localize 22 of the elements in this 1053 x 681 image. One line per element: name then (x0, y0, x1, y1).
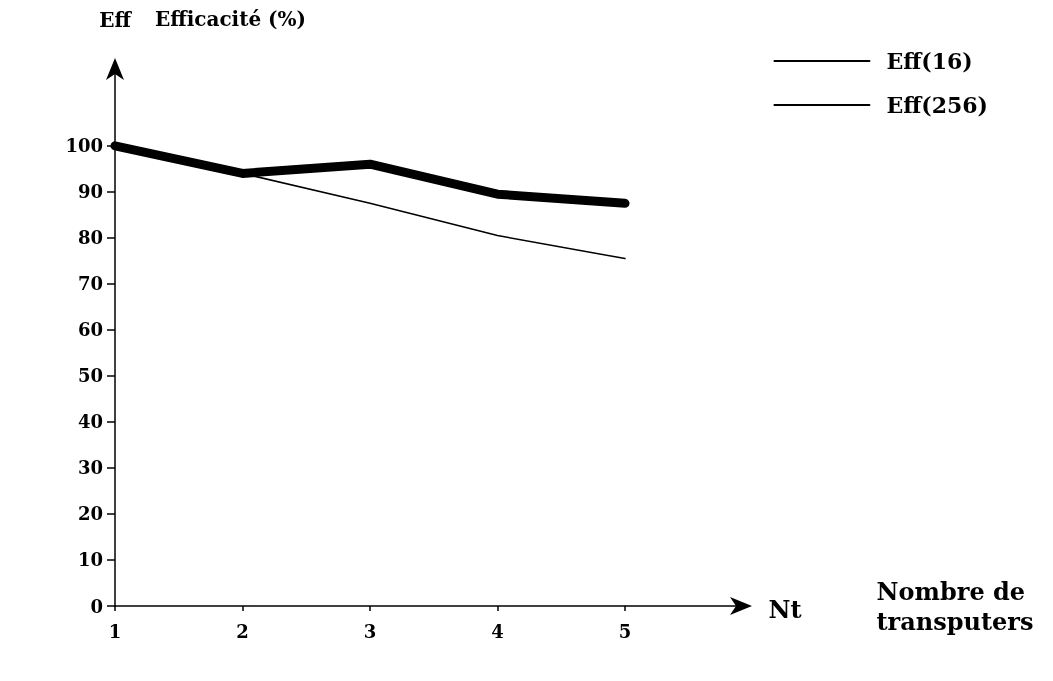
text: Nombre de transputers (876, 576, 1034, 636)
y-tick-label: 40 (77, 411, 103, 433)
text: Eff (99, 8, 133, 32)
y-tick-label: 70 (77, 273, 103, 295)
x-tick-label: 5 (618, 620, 632, 642)
y-tick-label: 30 (77, 457, 103, 479)
y-tick-label: 10 (77, 549, 103, 571)
x-tick-label: 4 (491, 620, 504, 642)
y-tick-label: 60 (77, 319, 103, 341)
y-tick-label: 80 (77, 227, 103, 249)
y-tick-label: 50 (77, 365, 103, 387)
y-tick-label: 0 (90, 595, 103, 617)
x-tick-label: 2 (236, 620, 249, 642)
text: Nt (768, 594, 802, 624)
x-tick-label: 1 (108, 620, 122, 642)
y-tick-label: 20 (77, 503, 103, 525)
chart-title: Efficacité (%) (155, 7, 307, 31)
legend-label: Eff(256) (886, 92, 989, 118)
y-tick-label: 90 (77, 181, 103, 203)
legend-label: Eff(16) (886, 48, 973, 74)
y-tick-label: 100 (65, 135, 103, 157)
x-tick-label: 3 (363, 620, 377, 642)
